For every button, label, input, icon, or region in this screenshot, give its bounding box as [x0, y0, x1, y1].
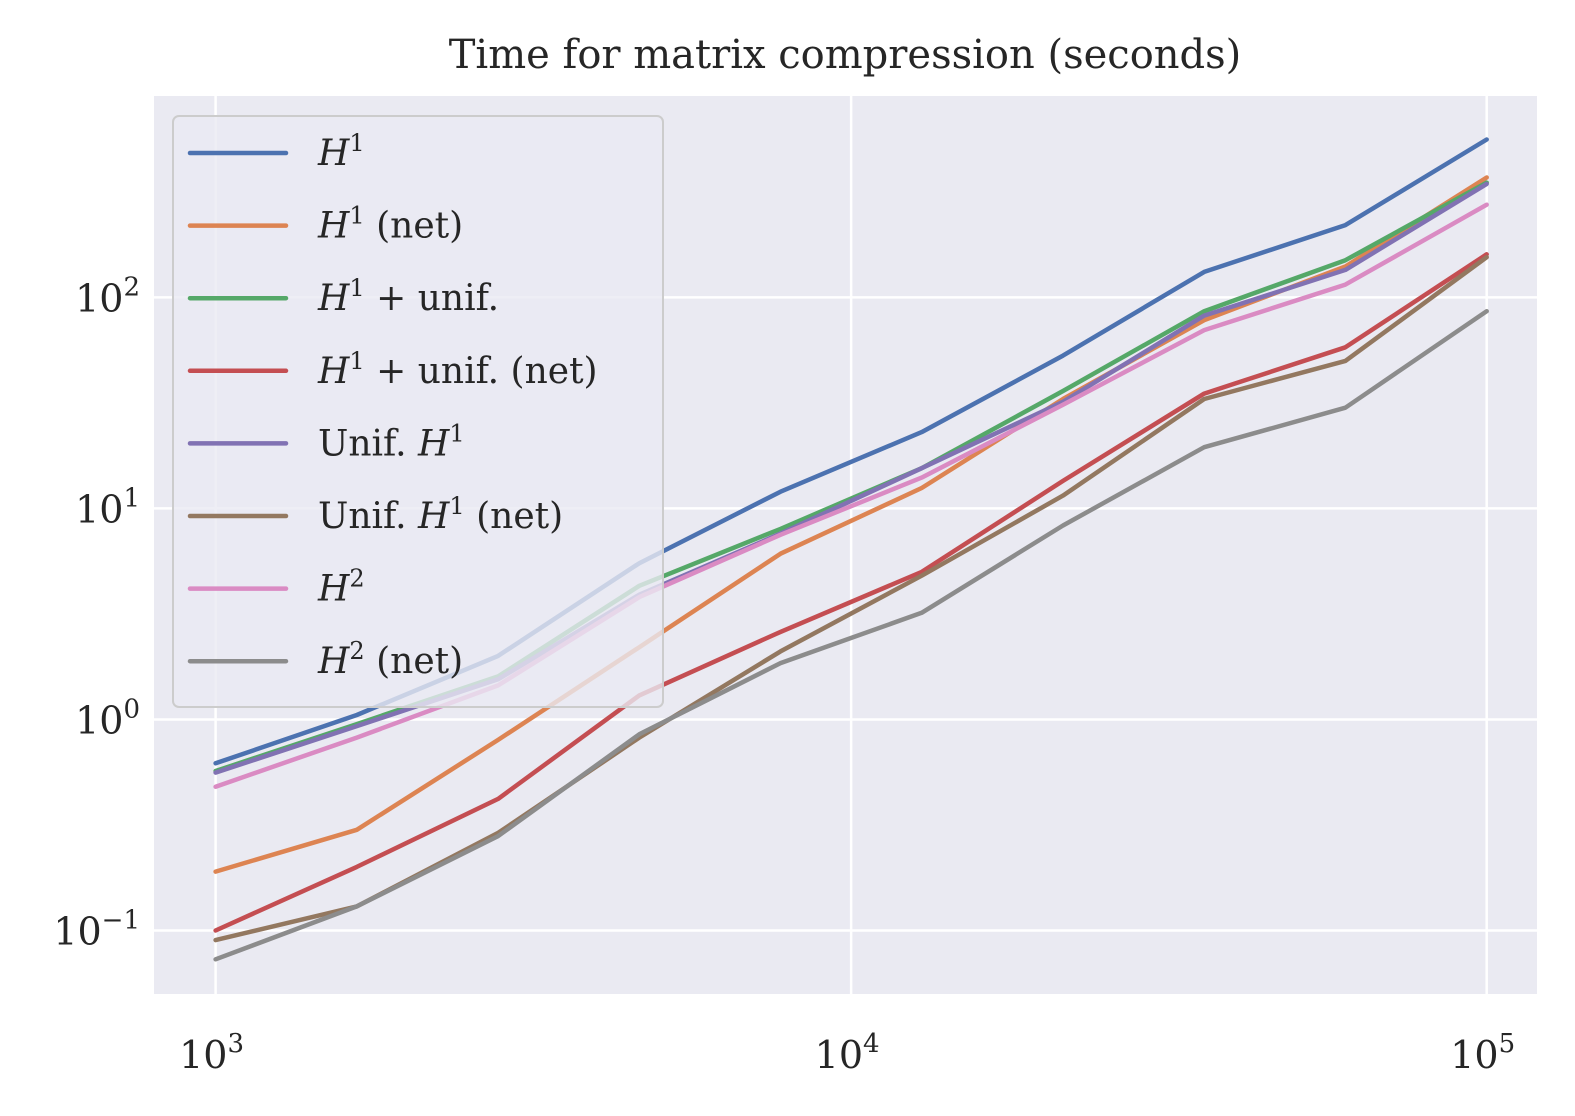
legend-label-5: Unif. H1 (net) — [318, 492, 563, 537]
legend-box — [172, 115, 664, 708]
legend-label-3: H1 + unif. (net) — [317, 347, 598, 392]
y-axis-ticks: 10−1 100 101 102 — [53, 272, 140, 953]
legend-label-1: H1 (net) — [317, 202, 463, 247]
x-tick-label-2: 105 — [1450, 1029, 1515, 1077]
y-tick-label-1: 100 — [75, 694, 140, 742]
legend-label-6: H2 — [317, 565, 365, 610]
legend-label-4: Unif. H1 — [318, 419, 465, 464]
chart-title: Time for matrix compression (seconds) — [449, 32, 1242, 78]
legend: H1 H1 (net) H1 + unif. H1 + unif. (net) Unif… — [172, 115, 664, 708]
y-tick-label-2: 101 — [75, 483, 140, 531]
series-line-7 — [213, 308, 1489, 962]
series-line-6 — [213, 202, 1489, 789]
series-line-3 — [213, 252, 1489, 933]
y-tick-label-3: 102 — [75, 272, 140, 320]
x-tick-label-0: 103 — [179, 1029, 244, 1077]
x-tick-label-1: 104 — [815, 1029, 880, 1077]
legend-label-0: H1 — [317, 129, 365, 174]
x-axis-ticks: 103 104 105 — [179, 1029, 1515, 1077]
legend-label-7: H2 (net) — [317, 637, 463, 682]
y-tick-label-0: 10−1 — [53, 905, 140, 953]
legend-label-2: H1 + unif. — [317, 274, 499, 319]
